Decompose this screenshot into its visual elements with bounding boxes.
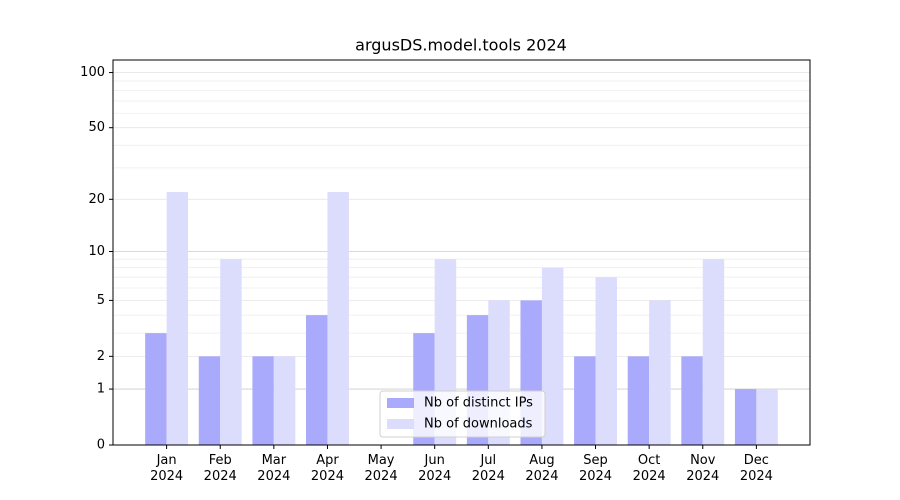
bar	[273, 356, 296, 445]
x-tick-label: Jun 2024	[418, 453, 452, 484]
legend-box	[379, 390, 546, 438]
bar	[252, 356, 274, 445]
bar	[306, 315, 328, 445]
legend-swatch	[387, 419, 414, 429]
legend-label: Nb of distinct IPs	[424, 396, 533, 411]
y-tick-label: 10	[88, 244, 105, 259]
bar	[145, 333, 167, 445]
x-tick-label: Jul 2024	[471, 453, 505, 484]
y-tick-label: 2	[97, 349, 105, 364]
x-tick-label: May 2024	[364, 453, 398, 484]
x-tick-label: Dec 2024	[739, 453, 773, 484]
bar	[649, 300, 671, 445]
bar	[595, 277, 617, 445]
bar	[702, 259, 725, 445]
y-tick-label: 1	[97, 382, 105, 397]
y-tick-label: 5	[97, 293, 105, 308]
legend: Nb of distinct IPs Nb of downloads	[379, 390, 546, 438]
y-tick-label: 0	[97, 438, 105, 453]
x-tick-label: Nov 2024	[686, 453, 720, 484]
x-tick-label: Jan 2024	[150, 453, 184, 484]
x-tick-label: Aug 2024	[525, 453, 559, 484]
bar	[541, 267, 564, 445]
bar	[681, 356, 703, 445]
legend-label: Nb of downloads	[424, 417, 533, 432]
y-tick-label: 100	[80, 65, 105, 80]
legend-swatch	[387, 398, 414, 408]
chart-title: argusDS.model.tools 2024	[355, 36, 567, 55]
bar	[198, 356, 221, 445]
bar	[734, 389, 757, 445]
x-tick-label: Apr 2024	[310, 453, 344, 484]
bar	[756, 389, 778, 445]
x-tick-label: Mar 2024	[257, 453, 291, 484]
x-tick-label: Sep 2024	[578, 453, 613, 484]
bar	[574, 356, 596, 445]
bar	[627, 356, 650, 445]
x-tick-label: Oct 2024	[632, 453, 666, 484]
y-tick-label: 20	[88, 192, 105, 207]
y-tick-label: 50	[88, 120, 105, 135]
bar	[220, 259, 242, 445]
bar	[327, 191, 349, 445]
x-tick-label: Feb 2024	[203, 453, 237, 484]
plot-frame	[112, 59, 811, 446]
bar	[166, 191, 189, 445]
